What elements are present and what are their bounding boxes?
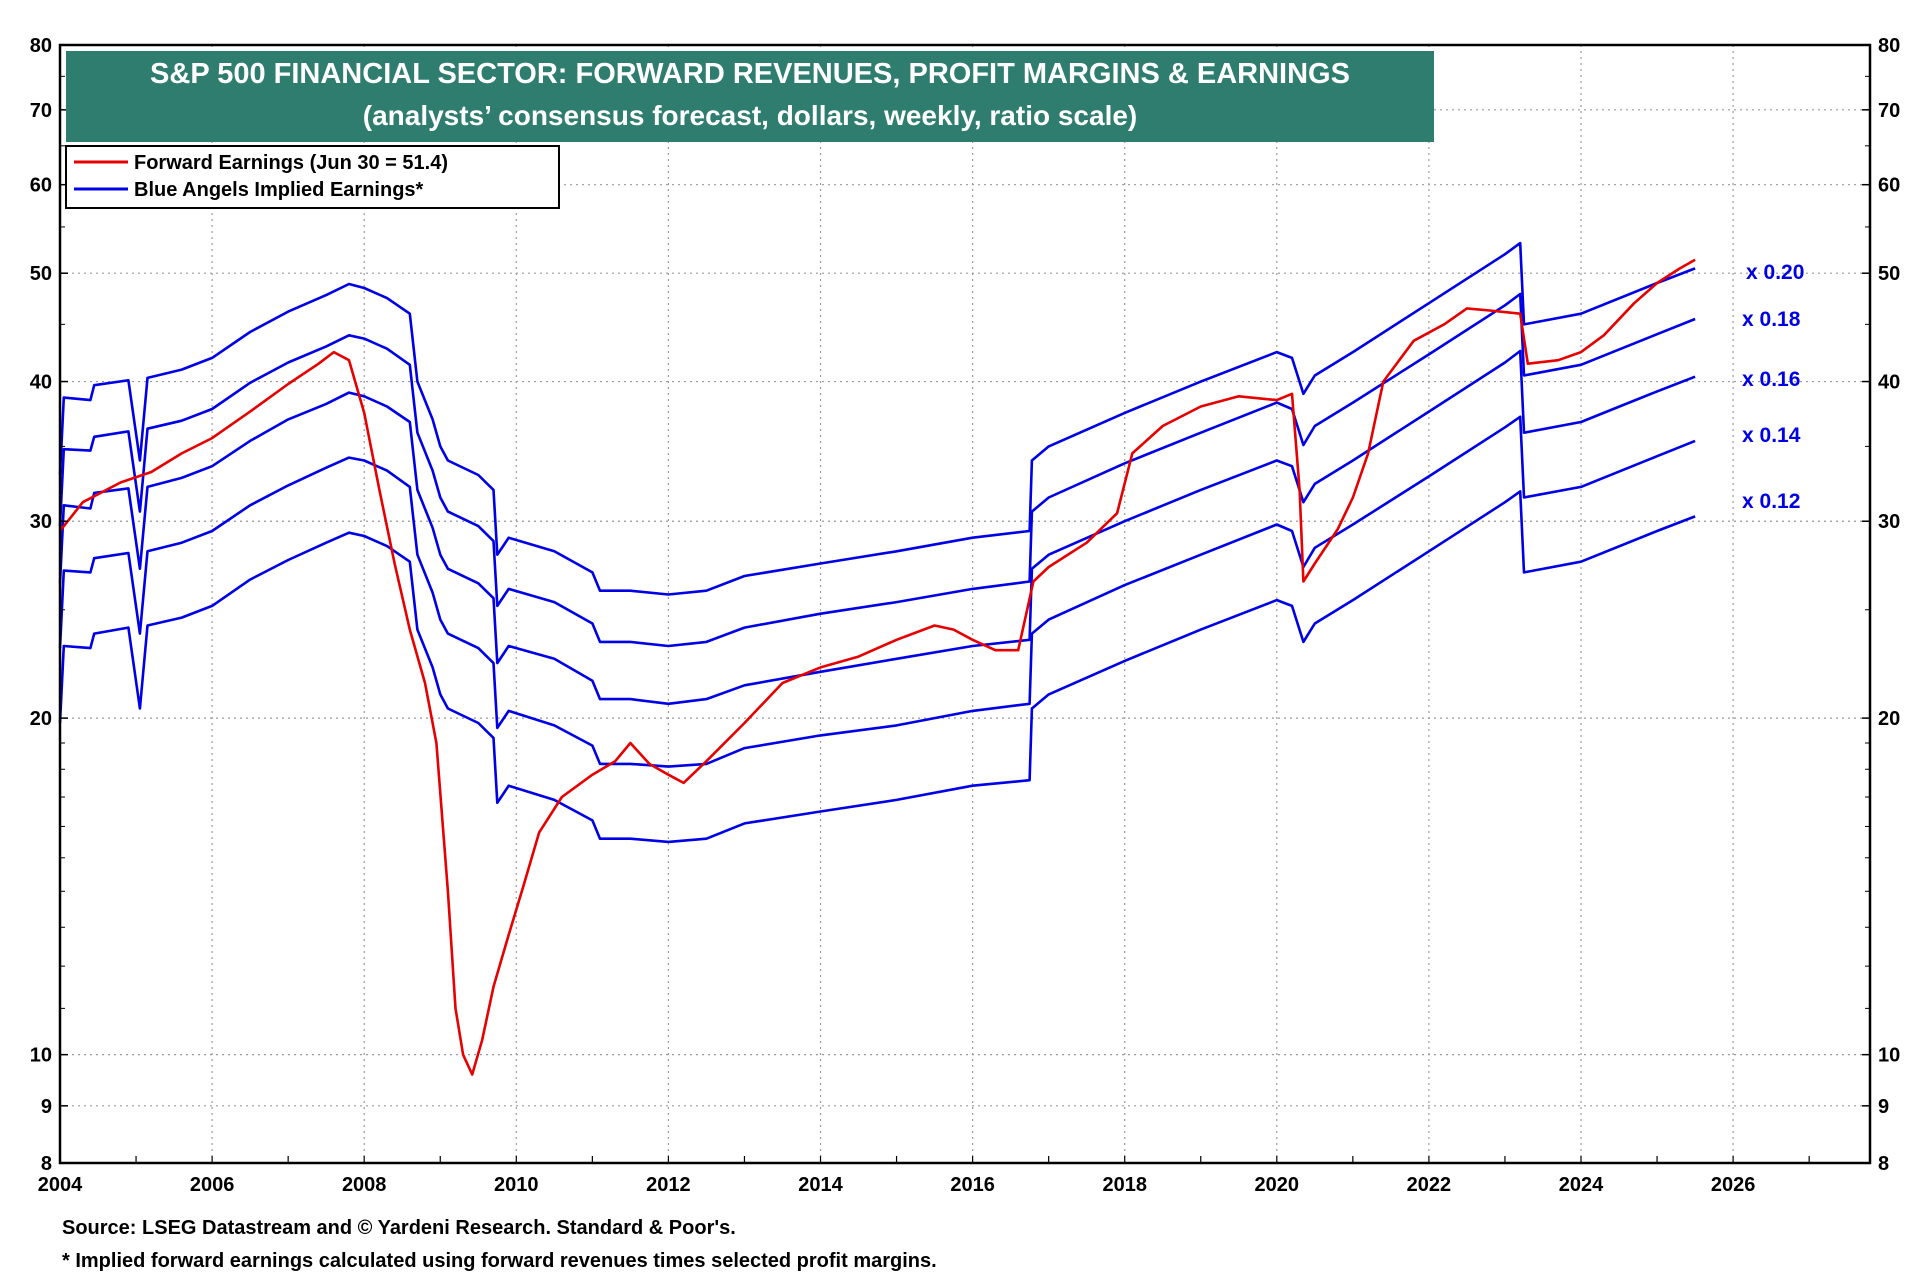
label-x012: x 0.12 [1742,490,1800,513]
implied-earnings-line-020 [58,241,1696,596]
chart-title: S&P 500 FINANCIAL SECTOR: FORWARD REVENU… [150,58,1350,90]
y-tick-label-right: 10 [1878,1045,1900,1067]
y-tick-label-right: 20 [1878,708,1900,730]
y-tick-label-right: 8 [1878,1153,1889,1175]
y-tick-label-left: 30 [30,511,52,533]
x-tick-label: 2010 [494,1174,539,1196]
source-note: Source: LSEG Datastream and © Yardeni Re… [62,1217,736,1239]
implied-earnings-line-018 [58,292,1696,648]
y-tick-label-left: 10 [30,1045,52,1067]
label-x016: x 0.16 [1742,368,1800,391]
x-tick-label: 2004 [38,1174,83,1196]
y-tick-label-right: 30 [1878,511,1900,533]
x-tick-label: 2006 [190,1174,235,1196]
legend-box [65,145,560,209]
implied-earnings-line-012 [58,490,1696,844]
y-tick-label-right: 70 [1878,100,1900,122]
y-tick-label-right: 80 [1878,35,1900,57]
y-tick-label-left: 9 [41,1096,52,1118]
legend-label-blue-angels: Blue Angels Implied Earnings* [134,179,424,201]
x-tick-label: 2014 [798,1174,843,1196]
y-tick-label-left: 20 [30,708,52,730]
label-x018: x 0.18 [1742,308,1801,331]
plot-background [60,45,1870,1163]
x-tick-label: 2008 [342,1174,387,1196]
title-box [66,51,1434,142]
x-tick-label: 2026 [1711,1174,1756,1196]
x-tick-label: 2018 [1102,1174,1147,1196]
y-tick-label-left: 50 [30,263,52,285]
y-tick-label-left: 60 [30,175,52,197]
legend: Forward Earnings (Jun 30 = 51.4) Blue An… [65,145,560,209]
plot-frame [58,43,1872,1165]
legend-label-forward-earnings: Forward Earnings (Jun 30 = 51.4) [134,152,448,174]
implied-earnings-line-016 [58,349,1696,706]
y-tick-label-left: 40 [30,372,52,394]
y-tick-label-left: 8 [41,1153,52,1175]
y-tick-label-right: 60 [1878,175,1900,197]
implied-earnings-note: * Implied forward earnings calculated us… [62,1250,937,1272]
implied-earnings-line-014 [58,415,1696,768]
chart-subtitle: (analysts’ consensus forecast, dollars, … [363,100,1138,131]
series-layer [58,241,1696,1076]
y-tick-label-left: 80 [30,35,52,57]
x-tick-label: 2024 [1559,1174,1604,1196]
x-tick-label: 2020 [1255,1174,1300,1196]
y-tick-label-right: 50 [1878,263,1900,285]
forward-earnings-line [58,258,1696,1076]
y-tick-label-left: 70 [30,100,52,122]
x-tick-label: 2022 [1407,1174,1452,1196]
y-tick-label-right: 40 [1878,372,1900,394]
y-tick-label-right: 9 [1878,1096,1889,1118]
x-tick-label: 2016 [950,1174,995,1196]
label-x020: x 0.20 [1746,261,1804,284]
label-x014: x 0.14 [1742,424,1801,447]
x-tick-label: 2012 [646,1174,691,1196]
